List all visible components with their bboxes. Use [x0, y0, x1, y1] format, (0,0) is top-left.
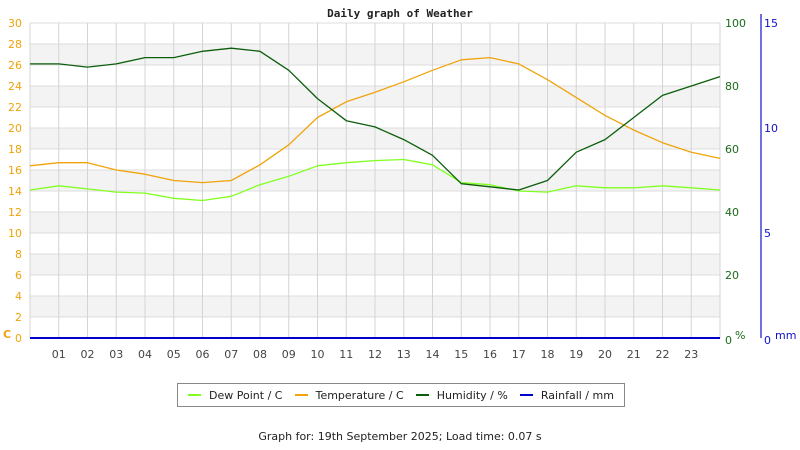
humidity-axis: 0 20 40 60 80 100	[725, 17, 746, 347]
svg-text:11: 11	[339, 348, 353, 361]
svg-text:20: 20	[598, 348, 612, 361]
svg-text:10: 10	[311, 348, 325, 361]
svg-text:18: 18	[8, 143, 22, 156]
svg-text:40: 40	[725, 206, 739, 219]
svg-text:15: 15	[454, 348, 468, 361]
svg-text:2: 2	[15, 311, 22, 324]
svg-text:01: 01	[52, 348, 66, 361]
svg-text:8: 8	[15, 248, 22, 261]
svg-text:10: 10	[8, 227, 22, 240]
legend-item-rainfall: Rainfall / mm	[519, 388, 614, 402]
svg-text:0: 0	[15, 332, 22, 345]
svg-text:19: 19	[569, 348, 583, 361]
dew-point-line	[29, 158, 721, 202]
svg-text:22: 22	[656, 348, 670, 361]
chart-title: Daily graph of Weather	[327, 7, 473, 20]
svg-text:16: 16	[8, 164, 22, 177]
svg-text:03: 03	[109, 348, 123, 361]
chart-legend: Dew Point / C Temperature / C Humidity /…	[177, 383, 625, 407]
legend-item-temperature: Temperature / C	[294, 388, 404, 402]
graph-footer: Graph for: 19th September 2025; Load tim…	[258, 430, 542, 443]
humidity-swatch-icon	[415, 394, 429, 396]
svg-text:23: 23	[684, 348, 698, 361]
svg-text:09: 09	[282, 348, 296, 361]
svg-text:22: 22	[8, 101, 22, 114]
svg-text:0: 0	[764, 334, 771, 347]
svg-text:14: 14	[8, 185, 22, 198]
svg-text:5: 5	[764, 227, 771, 240]
svg-text:12: 12	[8, 206, 22, 219]
svg-text:14: 14	[426, 348, 440, 361]
legend-label: Humidity / %	[436, 388, 508, 402]
svg-text:100: 100	[725, 17, 746, 30]
svg-text:0: 0	[725, 334, 732, 347]
svg-text:6: 6	[15, 269, 22, 282]
svg-text:17: 17	[512, 348, 526, 361]
svg-text:07: 07	[224, 348, 238, 361]
svg-text:18: 18	[541, 348, 555, 361]
rainfall-swatch-icon	[519, 394, 533, 396]
svg-text:10: 10	[764, 122, 778, 135]
rainfall-axis: 0 5 10 15	[760, 14, 778, 347]
hour-axis: 01 02 03 04 05 06 07 08 09 10 11 12 13 14 15 16 17 18 19 20…	[52, 348, 699, 361]
svg-text:28: 28	[8, 38, 22, 51]
temperature-unit-label: C	[3, 328, 11, 341]
svg-text:24: 24	[8, 80, 22, 93]
svg-text:12: 12	[368, 348, 382, 361]
rainfall-unit-label: mm	[775, 329, 796, 342]
svg-text:06: 06	[196, 348, 210, 361]
humidity-line	[30, 47, 721, 191]
weather-chart: Daily graph of Weather 02468101214161820…	[3, 7, 796, 361]
legend-item-dew-point: Dew Point / C	[188, 389, 282, 402]
temperature-line	[29, 56, 721, 184]
humidity-unit-label: %	[735, 329, 745, 342]
svg-text:30: 30	[8, 17, 22, 30]
svg-text:21: 21	[627, 348, 641, 361]
svg-text:20: 20	[725, 269, 739, 282]
legend-label: Dew Point / C	[209, 388, 283, 402]
svg-text:13: 13	[397, 348, 411, 361]
svg-text:60: 60	[725, 143, 739, 156]
legend-label: Temperature / C	[315, 388, 404, 402]
legend-label: Rainfall / mm	[540, 388, 614, 402]
svg-text:4: 4	[15, 290, 22, 303]
svg-text:08: 08	[253, 348, 267, 361]
legend-item-humidity: Humidity / %	[415, 388, 508, 402]
svg-text:26: 26	[8, 59, 22, 72]
dew-point-swatch-icon	[188, 394, 202, 396]
svg-text:05: 05	[167, 348, 181, 361]
svg-text:04: 04	[138, 348, 152, 361]
svg-text:20: 20	[8, 122, 22, 135]
svg-text:80: 80	[725, 80, 739, 93]
svg-text:15: 15	[764, 17, 778, 30]
svg-text:16: 16	[483, 348, 497, 361]
temperature-swatch-icon	[294, 394, 308, 396]
svg-text:02: 02	[81, 348, 95, 361]
data-lines	[29, 47, 721, 339]
